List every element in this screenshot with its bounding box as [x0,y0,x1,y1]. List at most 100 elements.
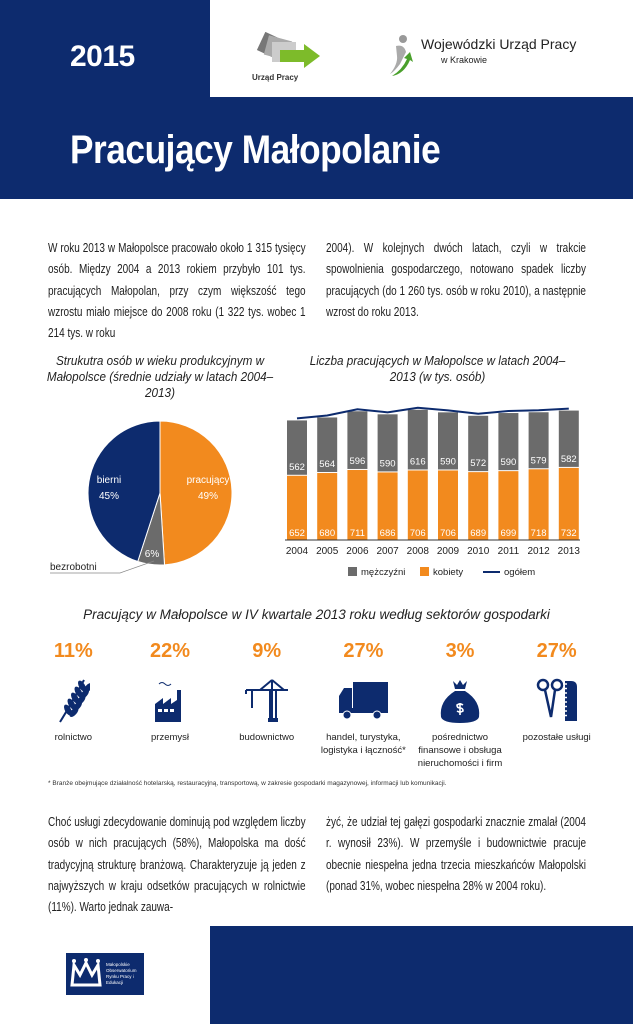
pie-value-bezrobotni: 6% [145,549,160,560]
pie-label-bierni: bierni [97,475,121,486]
bar-kobiety-2005 [317,473,338,540]
bar-kobiety-2011 [498,471,519,540]
sectors-row: 11% rolnictwo 22% przemysł 9% budownictwo 27% h… [25,640,605,770]
urzad-pracy-logo: Urząd Pracy [252,31,324,82]
year: 2015 [70,40,135,73]
bar-mezczyzni-2004 [287,420,307,475]
bar-mezczyzni-2008 [407,409,428,470]
x-tick-label: 2004 [286,546,309,557]
label-mezczyzni: 616 [410,456,426,467]
x-tick-label: 2011 [498,546,520,557]
x-tick-label: 2009 [437,546,460,557]
sector-item: 9% budownictwo [218,640,315,770]
label-kobiety: 706 [440,528,456,539]
bar-mezczyzni-2010 [468,415,489,472]
sector-percent: 11% [53,640,93,662]
crane-icon [218,675,315,725]
label-mezczyzni: 590 [380,458,396,469]
sector-name: budownictwo [239,732,295,743]
page-title: Pracujący Małopolanie [70,128,441,172]
label-mezczyzni: 579 [531,455,547,466]
scissors-comb-icon [508,675,605,725]
label-kobiety: 652 [289,528,305,539]
bar-kobiety-2010 [468,472,489,540]
bar-kobiety-2004 [287,475,307,540]
x-tick-label: 2006 [346,546,369,557]
sector-item: 27% handel, turystyka, logistyka i łączno… [315,640,412,770]
label-mezczyzni: 582 [561,454,577,465]
pie-chart: pracujący 49% bierni 45% 6% bezrobotni [50,420,233,574]
x-tick-label: 2008 [407,546,430,557]
sector-item: 3% pośrednictwo finansowe i obsługa nieru… [412,640,509,770]
observatory-logo-text: Małopolskie Obserwatorium Rynku Pracy i … [106,962,137,985]
sector-percent: 27% [536,640,577,662]
label-mezczyzni: 590 [500,457,516,468]
factory-icon [122,675,219,725]
bar-mezczyzni-2007 [377,414,398,472]
bar-kobiety-2009 [438,470,458,540]
observatory-logo: Małopolskie Obserwatorium Rynku Pracy i … [66,953,144,995]
label-mezczyzni: 596 [349,456,365,467]
bar-mezczyzni-2005 [317,417,338,473]
label-kobiety: 706 [410,528,426,539]
label-kobiety: 680 [319,528,335,539]
sector-item: 11% rolnictwo [25,640,122,770]
x-tick-label: 2012 [527,546,550,557]
legend-ogolem: ogółem [504,567,535,578]
label-mezczyzni: 590 [440,456,456,467]
sector-item: 22% przemysł [122,640,219,770]
leader-line [50,560,155,574]
bar-chart-title: Liczba pracujących w Małopolsce w latach… [309,353,566,384]
bar-chart: 652 562 2004 680 564 2005 711 596 2006 686 590 2007… [285,406,580,578]
sector-percent: 27% [343,640,384,662]
bar-kobiety-2012 [528,469,549,540]
label-mezczyzni: 562 [289,462,305,473]
pie-slice-pracujący [159,420,233,566]
sector-name: rolnictwo [54,732,93,743]
bar-kobiety-2013 [558,467,579,540]
sector-percent: 22% [149,640,191,662]
sector-percent: 3% [445,640,475,662]
header-title-band [0,97,633,199]
sector-item: 27% pozostałe usługi [508,640,605,770]
label-kobiety: 732 [561,528,577,539]
bar-mezczyzni-2012 [528,412,549,469]
bar-kobiety-2008 [407,470,428,540]
legend-swatch-mezczyzni [348,567,357,576]
label-kobiety: 711 [350,528,365,539]
bar-mezczyzni-2006 [347,411,368,469]
legend-mezczyzni: mężczyźni [361,567,405,578]
footnote: * Branże obejmujące działalność hotelars… [48,780,447,787]
label-mezczyzni: 572 [470,458,486,469]
pie-value-pracujacy: 49% [198,491,218,502]
pie-value-bierni: 45% [99,491,119,502]
sector-percent: 9% [252,640,282,662]
x-tick-label: 2005 [316,546,339,557]
wheat-icon [25,675,122,725]
pie-label-bezrobotni: bezrobotni [50,562,97,573]
label-kobiety: 686 [380,528,396,539]
footer-band [210,926,633,1024]
legend-kobiety: kobiety [433,567,463,578]
sector-name: pośrednictwo finansowe i obsługa nieruch… [417,732,503,769]
pie-chart-title: Strukutra osób w wieku produkcyjnym w Ma… [46,353,274,400]
sectors-title: Pracujący w Małopolsce w IV kwartale 201… [83,607,550,622]
wup-name: Wojewódzki Urząd Pracy [421,36,577,52]
bar-mezczyzni-2009 [438,412,458,470]
label-kobiety: 699 [500,528,516,539]
wup-logo-icon [388,34,414,83]
intro-column-1: W roku 2013 w Małopolsce pracowało około… [48,241,306,341]
label-mezczyzni: 564 [319,459,335,470]
pie-slice-bierni [87,420,161,563]
legend-swatch-kobiety [420,567,429,576]
outro-column-1: Choć usługi zdecydowanie dominują pod wz… [48,815,306,915]
label-kobiety: 689 [470,528,486,539]
pie-label-pracujacy: pracujący [187,475,230,486]
bar-mezczyzni-2013 [558,410,579,467]
bar-kobiety-2007 [377,472,398,540]
logo-text: Urząd Pracy [252,73,299,82]
x-tick-label: 2007 [376,546,399,557]
header-year-block [0,0,210,97]
bar-mezczyzni-2011 [498,413,519,471]
sector-name: pozostałe usługi [522,732,591,743]
